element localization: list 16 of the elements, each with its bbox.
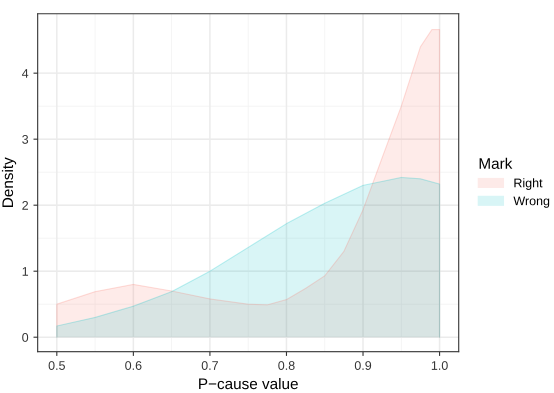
y-tick-label: 4 <box>22 69 28 78</box>
legend-label: Wrong <box>513 196 550 208</box>
y-tick-label: 0 <box>22 333 28 342</box>
x-tick-label: 0.6 <box>125 361 142 370</box>
y-axis-title: Density <box>2 157 16 207</box>
x-tick-label: 0.8 <box>278 361 295 370</box>
x-tick-label: 0.7 <box>202 361 218 370</box>
legend-title: Mark <box>480 158 512 169</box>
x-tick-label: 0.5 <box>48 361 65 370</box>
y-tick-label: 1 <box>22 267 28 276</box>
legend-label: Right <box>514 178 542 190</box>
y-tick-label: 3 <box>22 134 28 144</box>
y-tick-label: 2 <box>22 200 28 210</box>
x-tick-label: 1.0 <box>432 361 448 370</box>
x-axis-title: P−cause value <box>199 378 298 390</box>
x-tick-label: 0.9 <box>354 361 372 370</box>
